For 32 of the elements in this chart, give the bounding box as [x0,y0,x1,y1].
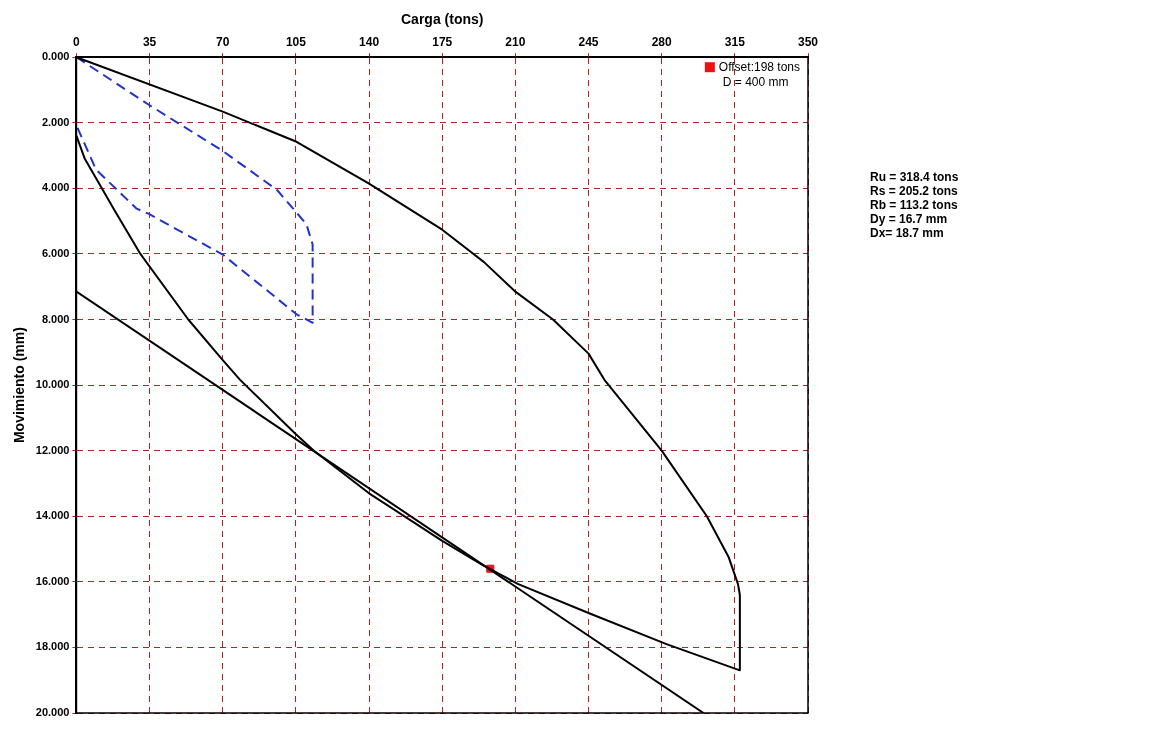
y-tick-label: 10.000 [35,378,70,391]
text: Rb = 113.2 tons [870,198,959,212]
text: Ru = 318.4 tons [870,170,959,184]
y-tick-label: 12.000 [35,443,70,456]
line-series [76,57,314,324]
x-tick-label: 0 [73,35,81,50]
x-tick-label: 140 [359,35,380,50]
y-tick-label: 14.000 [35,509,70,522]
y-tick-label: 16.000 [35,574,70,587]
text: Dx= 18.7 mm [870,226,945,240]
y-tick-label: 2.000 [41,115,70,128]
x-tick-label: 70 [216,35,230,50]
x-tick-label: 315 [724,35,746,50]
x-axis-title: Carga (tons) [401,11,484,28]
x-tick-label: 280 [651,35,673,50]
x-tick-label: 350 [797,35,819,50]
annotation: D = 400 mm [722,74,789,89]
y-axis-title: Movimiento (mm) [11,327,28,444]
x-tick-label: 35 [142,35,157,50]
y-tick-label: 6.000 [41,246,70,259]
x-tick-label: 105 [285,35,307,50]
legend-label: Offset:198 tons [718,59,801,74]
text: Dy = 16.7 mm [870,212,949,226]
x-tick-label: 210 [505,35,526,50]
y-tick-label: 4.000 [41,181,70,194]
y-tick-label: 20.000 [35,706,70,719]
x-tick-label: 175 [432,35,453,50]
text: Rs = 205.2 tons [870,184,959,198]
x-tick-label: 245 [578,35,599,50]
y-tick-label: 18.000 [35,640,70,653]
y-tick-label: 8.000 [41,312,70,325]
y-tick-label: 0.000 [41,50,70,63]
